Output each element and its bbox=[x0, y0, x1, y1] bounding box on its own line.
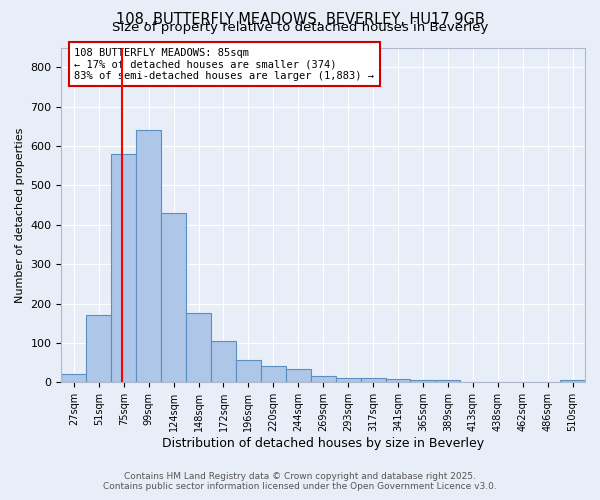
Text: 108, BUTTERFLY MEADOWS, BEVERLEY, HU17 9GB: 108, BUTTERFLY MEADOWS, BEVERLEY, HU17 9… bbox=[116, 12, 484, 26]
Bar bbox=[311, 376, 335, 382]
Y-axis label: Number of detached properties: Number of detached properties bbox=[15, 127, 25, 302]
Bar bbox=[361, 378, 386, 382]
Bar bbox=[186, 314, 211, 382]
Bar bbox=[86, 316, 111, 382]
Text: Size of property relative to detached houses in Beverley: Size of property relative to detached ho… bbox=[112, 22, 488, 35]
Bar bbox=[61, 374, 86, 382]
Bar bbox=[286, 370, 311, 382]
Text: 108 BUTTERFLY MEADOWS: 85sqm
← 17% of detached houses are smaller (374)
83% of s: 108 BUTTERFLY MEADOWS: 85sqm ← 17% of de… bbox=[74, 48, 374, 80]
Bar bbox=[261, 366, 286, 382]
Bar bbox=[236, 360, 261, 382]
Bar bbox=[560, 380, 585, 382]
X-axis label: Distribution of detached houses by size in Beverley: Distribution of detached houses by size … bbox=[162, 437, 484, 450]
Bar bbox=[335, 378, 361, 382]
Bar bbox=[111, 154, 136, 382]
Bar bbox=[211, 341, 236, 382]
Bar bbox=[161, 213, 186, 382]
Bar bbox=[410, 380, 436, 382]
Text: Contains HM Land Registry data © Crown copyright and database right 2025.
Contai: Contains HM Land Registry data © Crown c… bbox=[103, 472, 497, 491]
Bar bbox=[136, 130, 161, 382]
Bar bbox=[386, 379, 410, 382]
Bar bbox=[436, 380, 460, 382]
